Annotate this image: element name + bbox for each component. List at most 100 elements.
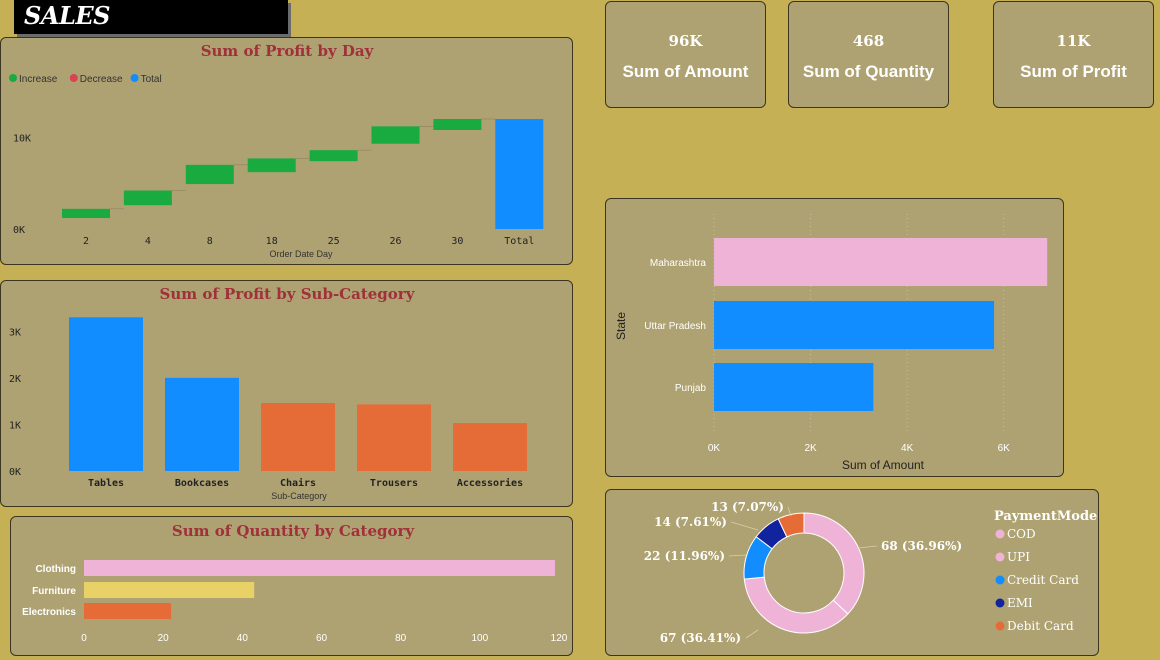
legend-swatch bbox=[995, 529, 1005, 539]
waterfall-bar bbox=[185, 164, 234, 185]
legend-label: Debit Card bbox=[1007, 619, 1074, 633]
leader-line bbox=[728, 554, 747, 557]
legend-swatch bbox=[995, 621, 1005, 631]
x-tick-label: Total bbox=[504, 236, 534, 247]
waterfall-bar bbox=[247, 158, 296, 173]
waterfall-bar bbox=[309, 150, 358, 162]
y-tick-label: 0K bbox=[13, 225, 25, 236]
y-tick-label: Maharashtra bbox=[650, 258, 707, 269]
x-tick-label: Bookcases bbox=[175, 478, 229, 489]
y-tick-label: 0K bbox=[9, 467, 21, 478]
legend-swatch bbox=[69, 74, 78, 82]
dashboard-title: SALES DASHBOARD bbox=[14, 0, 288, 62]
kpi-quantity-value: 468 bbox=[852, 32, 885, 50]
profit-by-subcategory-chart: Sum of Profit by Sub-Category 0K 1K 2K 3K T… bbox=[9, 285, 527, 501]
x-tick-label: 26 bbox=[389, 236, 401, 247]
y-tick-label: 2K bbox=[9, 374, 21, 385]
x-tick-label: 120 bbox=[551, 633, 568, 644]
kpi-card-quantity[interactable]: 468 Sum of Quantity bbox=[788, 1, 949, 108]
kpi-amount-value: 96K bbox=[668, 32, 703, 50]
y-tick-label: 1K bbox=[9, 420, 21, 431]
amount-by-state-panel[interactable]: 0K 2K 4K 6K Maharashtra Uttar Pradesh Punjab … bbox=[605, 198, 1064, 477]
subcategory-bar bbox=[357, 404, 431, 471]
legend-swatch bbox=[995, 552, 1005, 562]
y-tick-label: Punjab bbox=[675, 383, 707, 394]
profit-by-subcategory-panel[interactable]: Sum of Profit by Sub-Category 0K 1K 2K 3K T… bbox=[0, 280, 573, 507]
waterfall-bar bbox=[495, 119, 544, 229]
x-axis-label: Sub-Category bbox=[271, 491, 327, 501]
x-tick-label: Accessories bbox=[457, 477, 523, 489]
subcategory-bar bbox=[165, 377, 239, 471]
legend-label: UPI bbox=[1007, 550, 1030, 564]
x-tick-label: 0K bbox=[708, 443, 721, 454]
kpi-card-profit[interactable]: 11K Sum of Profit bbox=[993, 1, 1154, 108]
legend-label: Increase bbox=[19, 74, 58, 85]
x-tick-label: 6K bbox=[998, 443, 1011, 454]
waterfall-bar bbox=[433, 119, 482, 130]
leader-line bbox=[745, 629, 759, 639]
x-tick-label: 4K bbox=[901, 443, 914, 454]
x-tick-label: 18 bbox=[266, 236, 278, 247]
subcategory-bar bbox=[261, 403, 335, 471]
payment-mode-chart: 68 (36.96%) 67 (36.41%) 22 (11.96%) 14 (7.6… bbox=[644, 500, 1098, 645]
legend-swatch bbox=[995, 575, 1005, 585]
state-bar bbox=[714, 363, 874, 411]
category-bar bbox=[84, 582, 255, 598]
legend-swatch bbox=[130, 74, 139, 82]
category-bar bbox=[84, 603, 172, 619]
data-label: 68 (36.96%) bbox=[881, 539, 962, 553]
kpi-card-amount[interactable]: 96K Sum of Amount bbox=[605, 1, 766, 108]
data-label: 13 (7.07%) bbox=[711, 500, 784, 514]
x-tick-label: Chairs bbox=[280, 477, 316, 489]
x-tick-label: 2K bbox=[804, 443, 817, 454]
x-tick-label: 8 bbox=[207, 236, 213, 247]
x-tick-label: 25 bbox=[328, 236, 340, 247]
data-label: 22 (11.96%) bbox=[644, 549, 725, 563]
y-tick-label: 3K bbox=[9, 327, 21, 338]
legend-swatch bbox=[9, 74, 17, 82]
category-bar bbox=[84, 560, 556, 576]
state-bar bbox=[714, 301, 995, 349]
x-tick-label: 60 bbox=[316, 633, 328, 644]
y-tick-label: 10K bbox=[13, 133, 31, 144]
waterfall-bar bbox=[371, 126, 420, 144]
donut-slice bbox=[743, 576, 849, 634]
x-axis-label: Order Date Day bbox=[269, 249, 333, 259]
chart-title: Sum of Profit by Sub-Category bbox=[160, 285, 416, 303]
x-tick-label: 40 bbox=[237, 633, 249, 644]
legend-label: Decrease bbox=[80, 74, 123, 85]
profit-by-day-panel[interactable]: Sum of Profit by Day Increase Decrease Tot… bbox=[0, 37, 573, 265]
legend-title: PaymentMode bbox=[994, 509, 1097, 524]
legend-label: Total bbox=[141, 74, 162, 85]
x-tick-label: 30 bbox=[451, 236, 463, 247]
kpi-profit-label: Sum of Profit bbox=[1020, 62, 1127, 81]
leader-line bbox=[857, 545, 878, 549]
subcategory-bar bbox=[69, 317, 143, 471]
data-label: 67 (36.41%) bbox=[660, 631, 741, 645]
profit-by-day-chart: Sum of Profit by Day Increase Decrease Tot… bbox=[9, 42, 544, 259]
y-tick-label: Electronics bbox=[22, 607, 76, 618]
legend-label: COD bbox=[1007, 527, 1036, 541]
x-axis-label: Sum of Amount bbox=[842, 458, 925, 472]
legend-swatch bbox=[995, 598, 1005, 608]
subcategory-bar bbox=[453, 423, 527, 471]
state-bar bbox=[714, 238, 1048, 286]
quantity-by-category-panel[interactable]: Sum of Quantity by Category Clothing Furn… bbox=[10, 516, 573, 656]
x-tick-label: 80 bbox=[395, 633, 407, 644]
y-tick-label: Clothing bbox=[35, 564, 76, 575]
donut-slice bbox=[777, 512, 805, 538]
payment-mode-panel[interactable]: 68 (36.96%) 67 (36.41%) 22 (11.96%) 14 (7.6… bbox=[605, 489, 1099, 656]
legend-label: EMI bbox=[1007, 596, 1033, 610]
leader-line bbox=[787, 506, 792, 517]
legend-label: Credit Card bbox=[1007, 573, 1079, 587]
x-tick-label: Tables bbox=[88, 478, 124, 489]
kpi-amount-label: Sum of Amount bbox=[622, 62, 749, 81]
x-tick-label: Trousers bbox=[370, 478, 418, 489]
x-tick-label: 20 bbox=[158, 633, 170, 644]
waterfall-bar bbox=[123, 190, 172, 206]
quantity-by-category-chart: Sum of Quantity by Category Clothing Furn… bbox=[22, 522, 568, 644]
y-axis-label: State bbox=[614, 312, 628, 340]
x-tick-label: 2 bbox=[83, 236, 89, 247]
kpi-profit-value: 11K bbox=[1056, 32, 1091, 50]
